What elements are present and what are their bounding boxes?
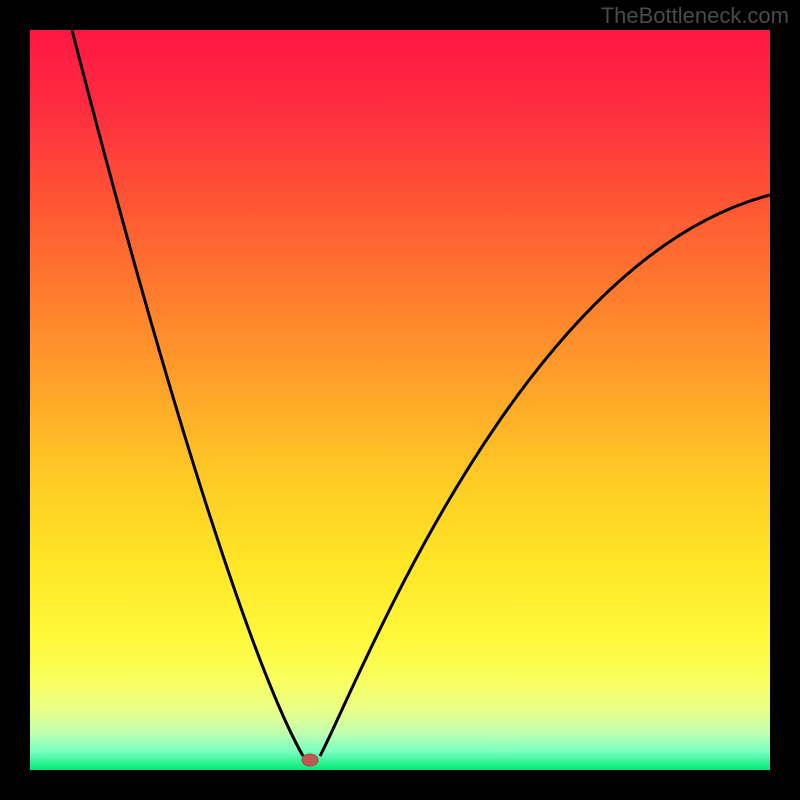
bottleneck-chart xyxy=(0,0,800,800)
bottleneck-marker xyxy=(302,754,318,766)
plot-background xyxy=(30,30,770,770)
watermark-text: TheBottleneck.com xyxy=(601,3,789,29)
